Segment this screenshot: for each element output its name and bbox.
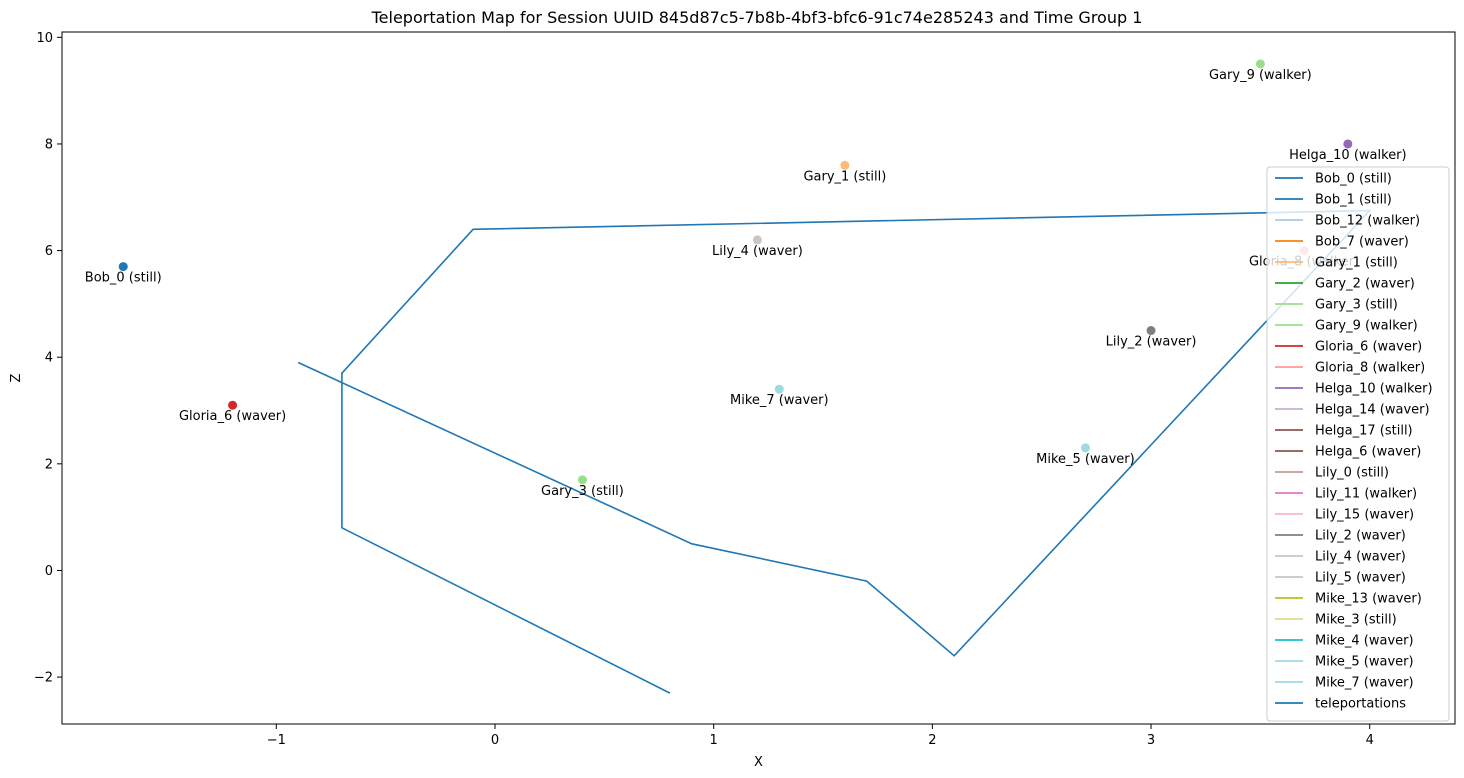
legend-entry: Gary_2 (waver) <box>1315 277 1415 292</box>
y-tick-label: 4 <box>45 351 53 366</box>
point-label: Mike_7 (waver) <box>730 393 829 408</box>
point-label: Bob_0 (still) <box>85 271 162 286</box>
legend-entry: Lily_2 (waver) <box>1315 529 1406 544</box>
legend-entry: Mike_7 (waver) <box>1315 676 1414 691</box>
x-tick-label: 2 <box>928 733 936 748</box>
legend-entry: Lily_5 (waver) <box>1315 571 1406 586</box>
x-tick-label: 0 <box>491 733 499 748</box>
point-label: Mike_5 (waver) <box>1036 452 1135 467</box>
point-label: Helga_10 (walker) <box>1289 148 1407 163</box>
legend-entry: Bob_7 (waver) <box>1315 235 1409 250</box>
point-label: Gary_3 (still) <box>541 484 624 499</box>
y-tick-label: 2 <box>45 457 53 472</box>
legend-entry: Mike_4 (waver) <box>1315 634 1414 649</box>
y-tick-label: 10 <box>36 31 53 46</box>
legend-entry: Lily_11 (walker) <box>1315 487 1417 502</box>
legend-entry: Lily_4 (waver) <box>1315 550 1406 565</box>
legend-entry: Gary_3 (still) <box>1315 298 1398 313</box>
legend-entry: Gloria_6 (waver) <box>1315 340 1422 355</box>
teleportation-path-layer <box>297 209 1372 694</box>
data-point <box>840 160 850 170</box>
data-point <box>228 400 238 410</box>
legend-entry: Lily_0 (still) <box>1315 466 1389 481</box>
legend-entry: Mike_3 (still) <box>1315 613 1397 628</box>
point-label: Gary_9 (walker) <box>1209 68 1312 83</box>
x-tick-label: 3 <box>1147 733 1155 748</box>
data-point <box>752 235 762 245</box>
legend: Bob_0 (still) Bob_1 (still) Bob_12 (walker… <box>1266 166 1450 722</box>
y-tick-label: 6 <box>45 244 53 259</box>
x-tick-label: 1 <box>710 733 718 748</box>
point-label: Gloria_6 (waver) <box>179 409 286 424</box>
data-point <box>1255 59 1265 69</box>
data-point <box>1146 326 1156 336</box>
legend-entry: Bob_12 (walker) <box>1315 214 1420 229</box>
x-tick-label: 4 <box>1366 733 1374 748</box>
chart-title: Teleportation Map for Session UUID 845d8… <box>371 8 1143 27</box>
legend-entry: Helga_6 (waver) <box>1315 445 1421 460</box>
legend-entry: Gloria_8 (walker) <box>1315 361 1425 376</box>
plot-frame <box>61 31 1456 725</box>
legend-entry: Bob_0 (still) <box>1315 172 1392 187</box>
y-tick-label: 8 <box>45 137 53 152</box>
axes-ticks: −1 0 1 2 3 4 −2 0 2 4 6 8 10 <box>34 31 1374 748</box>
point-label: Lily_4 (waver) <box>712 244 803 259</box>
points-layer: Bob_0 (still) Gary_1 (still) Gary_9 (walke… <box>85 59 1407 499</box>
legend-entry: teleportations <box>1315 697 1406 712</box>
point-label: Gary_1 (still) <box>803 169 886 184</box>
legend-entry: Bob_1 (still) <box>1315 193 1392 208</box>
data-point <box>118 262 128 272</box>
teleportation-line <box>297 209 1372 694</box>
point-label: Lily_2 (waver) <box>1106 335 1197 350</box>
data-point <box>577 475 587 485</box>
legend-entry: Helga_14 (waver) <box>1315 403 1430 418</box>
data-point <box>1343 139 1353 149</box>
legend-entry: Helga_10 (walker) <box>1315 382 1433 397</box>
y-axis-label: Z <box>9 373 24 382</box>
y-tick-label: −2 <box>34 671 53 686</box>
legend-box <box>1266 166 1450 722</box>
x-axis-label: X <box>754 755 763 770</box>
x-tick-label: −1 <box>267 733 286 748</box>
legend-entry: Lily_15 (waver) <box>1315 508 1414 523</box>
legend-entry: Helga_17 (still) <box>1315 424 1413 439</box>
data-point <box>1080 443 1090 453</box>
y-tick-label: 0 <box>45 564 53 579</box>
legend-entry: Gary_1 (still) <box>1315 256 1398 271</box>
legend-entry: Mike_5 (waver) <box>1315 655 1414 670</box>
data-point <box>774 384 784 394</box>
legend-entry: Gary_9 (walker) <box>1315 319 1418 334</box>
legend-entry: Mike_13 (waver) <box>1315 592 1422 607</box>
